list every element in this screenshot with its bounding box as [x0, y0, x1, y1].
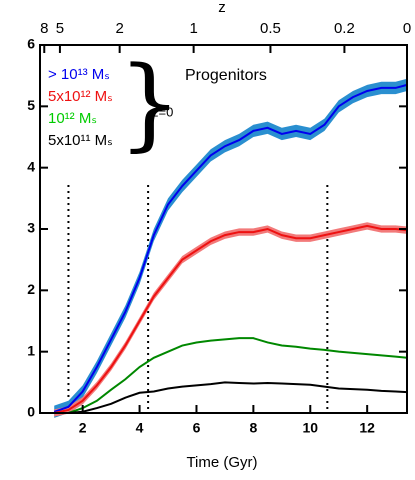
x-tick-label: 8 [249, 420, 257, 436]
top-tick-label: 0 [403, 20, 411, 37]
top-tick-label: 8 [40, 20, 48, 37]
annotation: Progenitors [185, 67, 267, 84]
error-band [54, 78, 408, 418]
top-axis-label: z [218, 0, 226, 16]
y-tick-label: 3 [27, 220, 35, 236]
y-tick-label: 5 [27, 97, 35, 113]
top-tick-label: 0.2 [334, 20, 355, 37]
series-line [54, 224, 408, 414]
series-line [54, 381, 408, 414]
error-band [54, 222, 408, 417]
top-tick-label: 1 [189, 20, 197, 37]
x-tick-label: 12 [359, 420, 375, 436]
legend-label: 5x10¹¹ Mₛ [48, 132, 113, 149]
x-tick-label: 10 [302, 420, 318, 436]
y-tick-label: 4 [27, 158, 35, 174]
top-tick-label: 2 [115, 20, 123, 37]
y-tick-label: 6 [27, 36, 35, 52]
brace: } [118, 45, 182, 162]
legend-label: > 10¹³ Mₛ [48, 66, 110, 83]
top-tick-label: 0.5 [260, 20, 281, 37]
y-tick-label: 2 [27, 281, 35, 297]
x-tick-label: 6 [193, 420, 201, 436]
legend-label: 10¹² Mₛ [48, 110, 97, 127]
series-line [54, 337, 408, 414]
x-tick-label: 2 [79, 420, 87, 436]
x-axis-label: Time (Gyr) [186, 454, 257, 471]
annotation: z=0 [152, 104, 173, 119]
y-tick-label: 0 [27, 404, 35, 420]
series-line [53, 83, 408, 413]
legend-label: 5x10¹² Mₛ [48, 88, 113, 105]
top-tick-label: 5 [56, 20, 64, 37]
y-tick-label: 1 [27, 342, 35, 358]
x-tick-label: 4 [136, 420, 144, 436]
